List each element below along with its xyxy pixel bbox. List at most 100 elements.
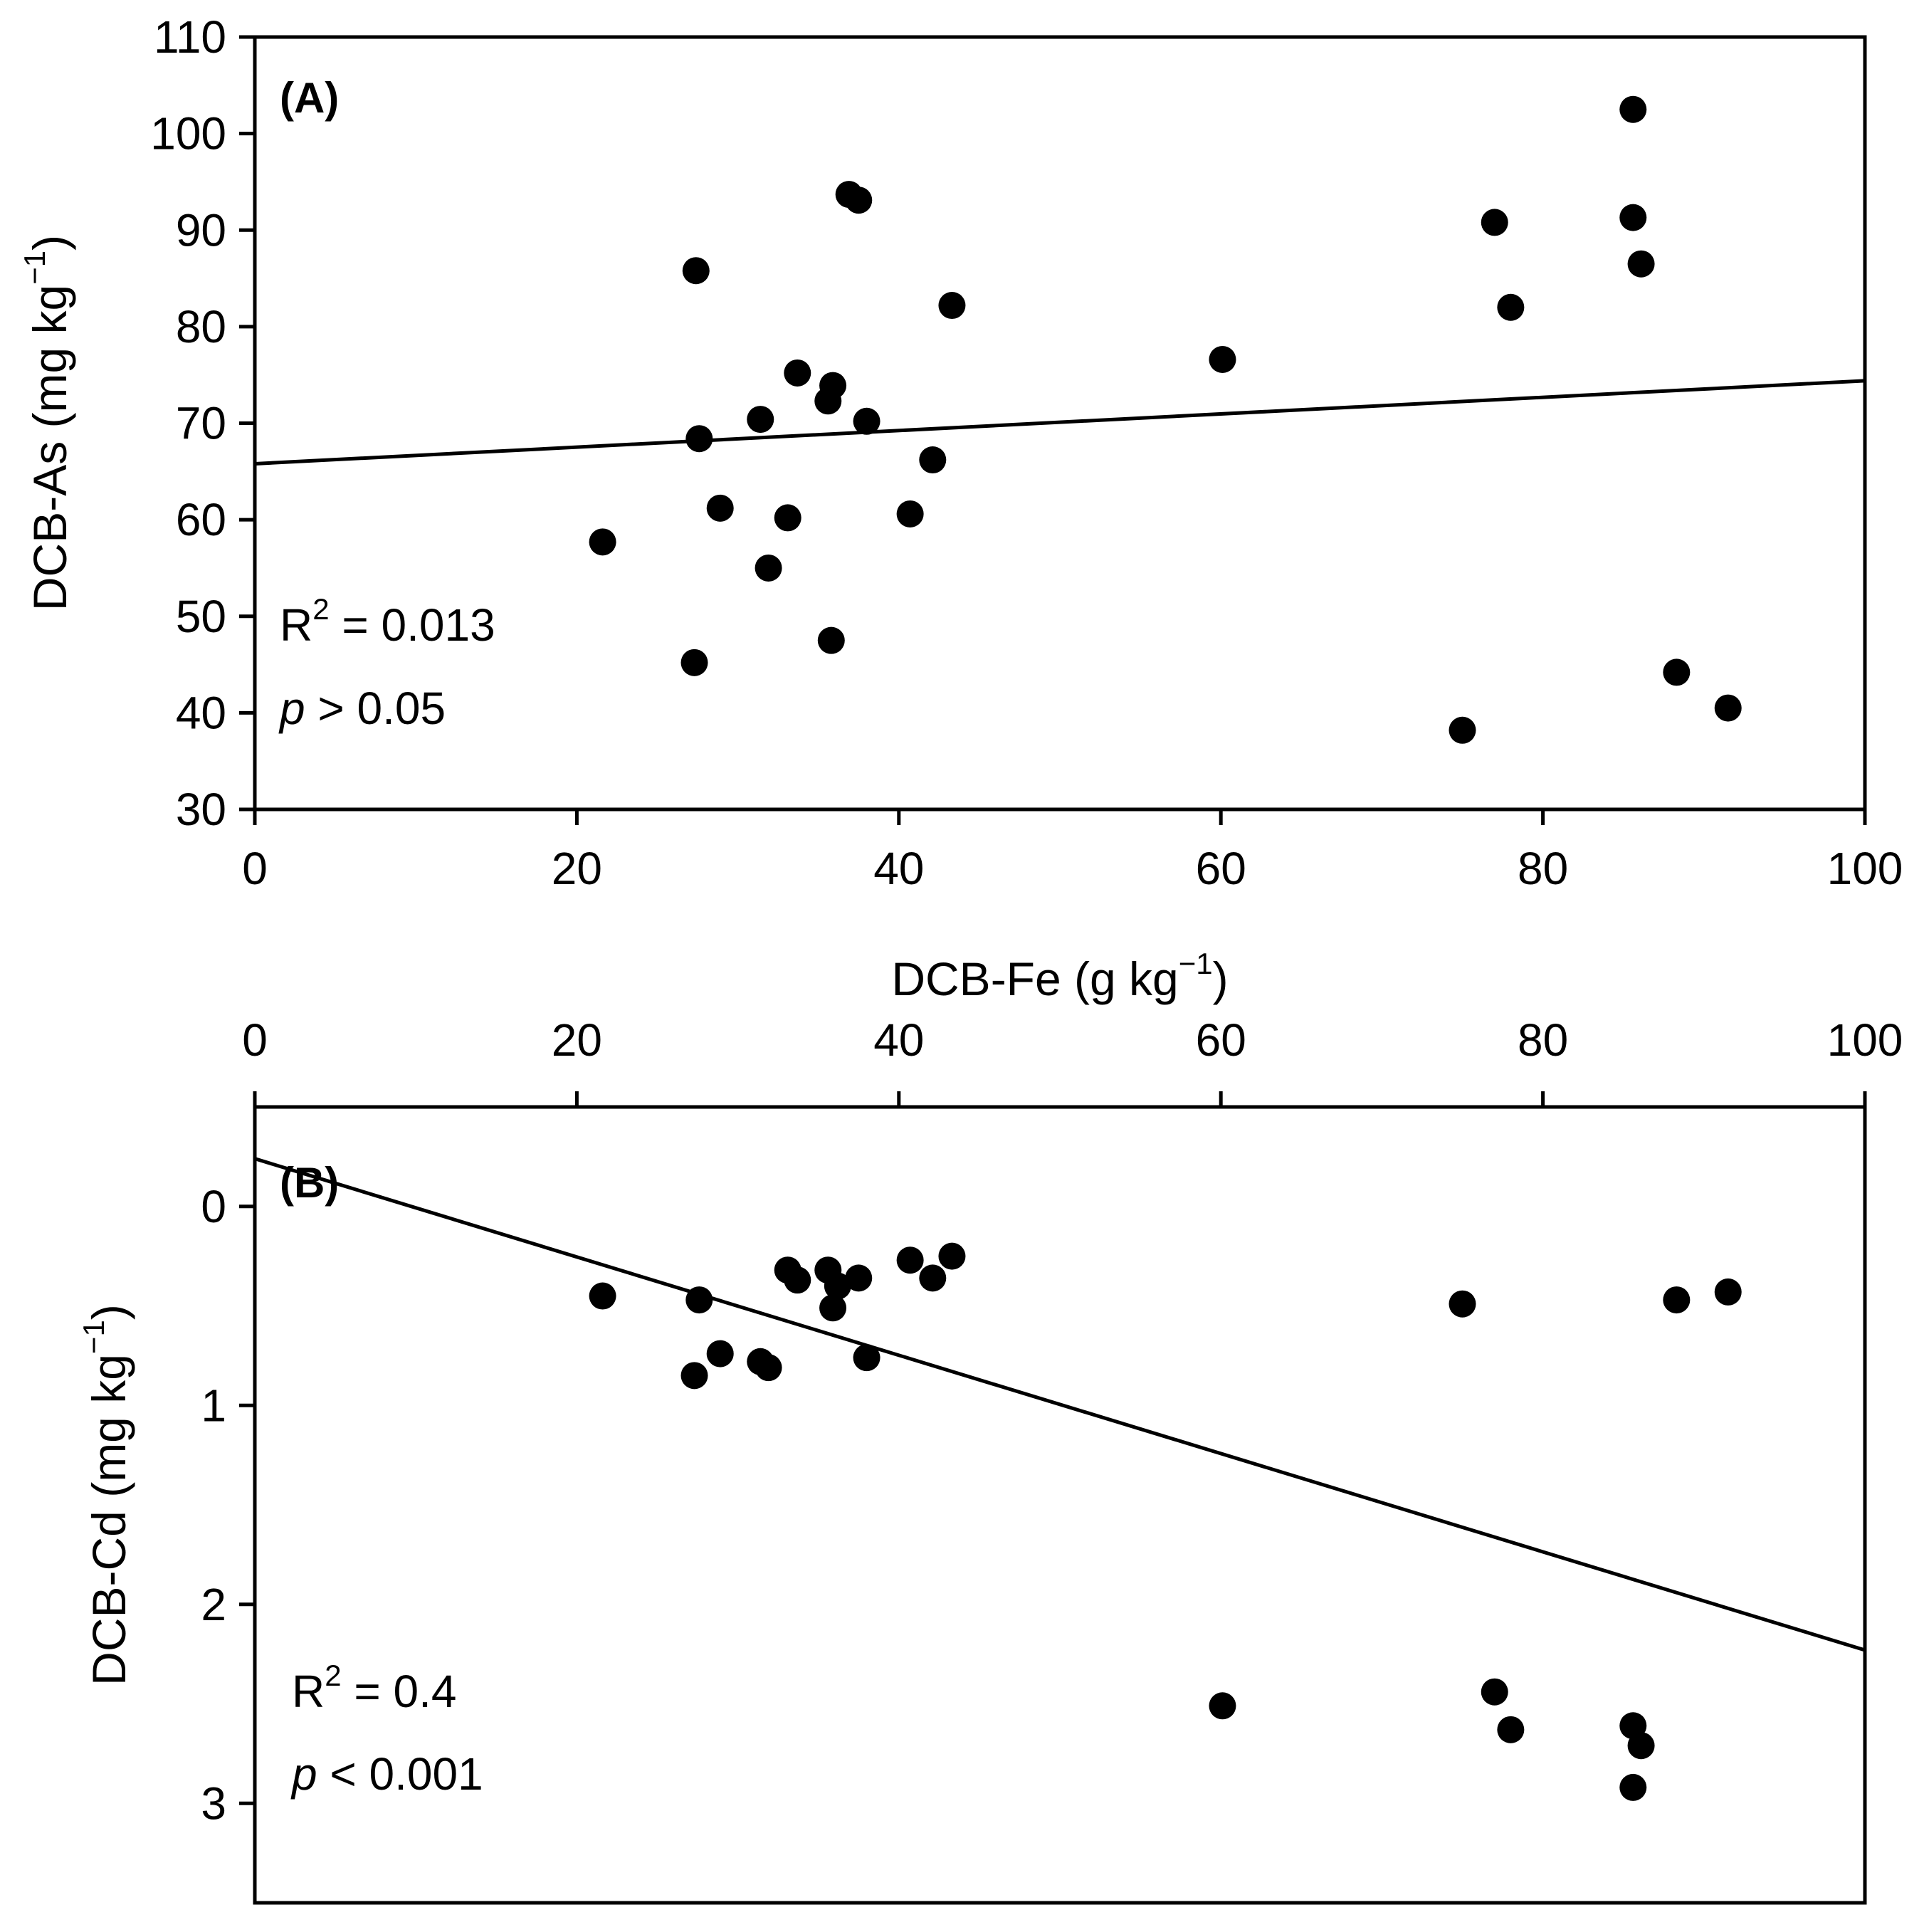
panel-a-p: p > 0.05 <box>278 683 446 734</box>
panel-b-ylabel-close: ) <box>83 1304 135 1320</box>
panel-a-data-point <box>819 372 847 399</box>
panel-a-p-value: > 0.05 <box>305 683 446 734</box>
panel-b-plot-frame <box>253 1105 1867 1905</box>
panel-a-y-tick-label: 90 <box>176 204 226 256</box>
panel-b-data-point <box>919 1264 947 1292</box>
panel-b-data-point <box>1497 1716 1525 1743</box>
panel-b-r2-value: = 0.4 <box>342 1666 457 1717</box>
panel-a-data-point <box>1481 209 1508 236</box>
panel-a-data-point <box>1627 250 1655 278</box>
panel-a-r2-sup: 2 <box>312 592 329 626</box>
panel-a-data-point <box>784 359 811 387</box>
panel-b-data-point <box>896 1246 924 1274</box>
panel-a-x-axis: 0 20 40 60 80 100 <box>242 809 1903 894</box>
panel-a-data-point <box>919 446 947 474</box>
panel-a-r2-prefix: R <box>280 599 312 651</box>
panel-a-ylabel-main: DCB-As (mg kg <box>23 285 76 611</box>
panel-b-label: (B) <box>280 1159 339 1207</box>
panel-b-trendline <box>254 1157 1866 1652</box>
panel-a-y-tick-label: 110 <box>154 11 226 63</box>
panel-a-data-point <box>589 528 616 556</box>
panel-b-y-tick-label: 2 <box>201 1579 226 1630</box>
panel-b-r2-prefix: R <box>292 1666 325 1717</box>
panel-a-data-point <box>817 626 845 654</box>
panel-b-data-point <box>845 1264 873 1292</box>
panel-b-data-point <box>685 1286 713 1314</box>
panel-a-y-tick-label: 60 <box>176 494 226 545</box>
panel-b-x-tick-label: 20 <box>552 1014 602 1066</box>
panel-a-x-tick-label: 0 <box>242 843 268 894</box>
panel-a-data-point <box>747 406 774 434</box>
panel-a-data-point <box>1619 95 1647 123</box>
panel-a-data-point <box>774 504 801 532</box>
panel-b-data-point <box>1209 1692 1236 1720</box>
panel-a-y-tick-label: 40 <box>176 687 226 738</box>
panel-b-data-point <box>1714 1278 1742 1306</box>
panel-a-data-point <box>896 500 924 527</box>
panel-a-data-point <box>685 425 713 453</box>
panel-a-y-tick-label: 30 <box>176 784 226 835</box>
panel-b-p-symbol: p <box>290 1748 317 1800</box>
panel-a-data-point <box>1619 204 1647 231</box>
panel-b-y-axis-title: DCB-Cd (mg kg−1) <box>77 1304 135 1686</box>
panel-b-ylabel-main: DCB-Cd (mg kg <box>83 1354 135 1686</box>
panel-a-trendline-group <box>254 379 1866 466</box>
panel-b-data-point <box>819 1294 847 1322</box>
panel-a-x-tick-label: 100 <box>1827 843 1903 894</box>
panel-b-data-point <box>1663 1286 1691 1314</box>
panel-a-y-axis: 30 40 50 60 70 80 90 100 110 <box>150 11 255 835</box>
panel-a-xlabel-sup: −1 <box>1179 947 1213 980</box>
panel-a-y-tick-label: 70 <box>176 398 226 449</box>
panel-b-points <box>589 1242 1742 1801</box>
panel-a-points <box>589 95 1742 744</box>
panel-b-y-tick-label: 0 <box>201 1181 226 1232</box>
panel-b-data-point <box>706 1340 734 1367</box>
panel-b-y-tick-label: 1 <box>201 1380 226 1431</box>
panel-a-data-point <box>682 257 710 285</box>
panel-b-data-point <box>1481 1678 1508 1706</box>
panel-a-x-tick-label: 20 <box>552 843 602 894</box>
panel-b-p: p < 0.001 <box>290 1748 483 1800</box>
panel-a-y-tick-label: 100 <box>150 108 226 159</box>
panel-a-x-tick-label: 40 <box>873 843 924 894</box>
panel-a-y-tick-label: 50 <box>176 591 226 642</box>
panel-a-y-axis-title: DCB-As (mg kg−1) <box>18 235 76 611</box>
panel-b-x-tick-label: 0 <box>242 1014 268 1066</box>
panel-a: 30 40 50 60 70 80 90 100 110 0 20 40 60 80 100 (A) R2… <box>18 11 1903 1005</box>
panel-a-data-point <box>1497 293 1525 321</box>
panel-b-data-point <box>680 1362 708 1390</box>
panel-a-x-tick-label: 80 <box>1518 843 1568 894</box>
panel-a-label: (A) <box>280 74 339 122</box>
panel-b-ylabel-sup: −1 <box>77 1320 110 1354</box>
panel-b-data-point <box>938 1242 966 1270</box>
panel-b-data-point <box>824 1272 851 1300</box>
panel-b-data-point <box>1627 1732 1655 1760</box>
panel-b-x-tick-label: 40 <box>873 1014 924 1066</box>
panel-a-data-point <box>853 407 880 435</box>
panel-a-ylabel-close: ) <box>23 235 76 251</box>
panel-a-data-point <box>755 554 782 582</box>
panel-b-data-point <box>755 1354 782 1382</box>
panel-a-data-point <box>680 649 708 676</box>
panel-a-data-point <box>1449 716 1476 744</box>
panel-a-data-point <box>1209 345 1236 373</box>
panel-a-r2-value: = 0.013 <box>330 599 495 651</box>
panel-a-trendline <box>254 379 1866 466</box>
panel-b-x-tick-label: 100 <box>1827 1014 1903 1066</box>
panel-a-x-axis-title: DCB-Fe (g kg−1) <box>891 947 1228 1005</box>
panel-b-trendline-group <box>254 1157 1866 1652</box>
panel-b-y-axis: 0 1 2 3 <box>201 1181 255 1829</box>
panel-b-data-point <box>853 1344 880 1372</box>
panel-a-xlabel-close: ) <box>1213 952 1229 1005</box>
panel-a-p-symbol: p <box>278 683 305 734</box>
panel-a-data-point <box>938 292 966 320</box>
panel-a-x-tick-label: 60 <box>1196 843 1246 894</box>
panel-a-y-tick-label: 80 <box>176 301 226 352</box>
panel-b-data-point <box>589 1282 616 1310</box>
panel-b-data-point <box>1449 1290 1476 1318</box>
panel-b-data-point <box>784 1266 811 1294</box>
panel-b-x-axis: 0 20 40 60 80 100 <box>242 1014 1903 1107</box>
panel-a-data-point <box>845 187 873 214</box>
panel-b-r2-sup: 2 <box>325 1659 341 1692</box>
panel-b-y-tick-label: 3 <box>201 1778 226 1829</box>
